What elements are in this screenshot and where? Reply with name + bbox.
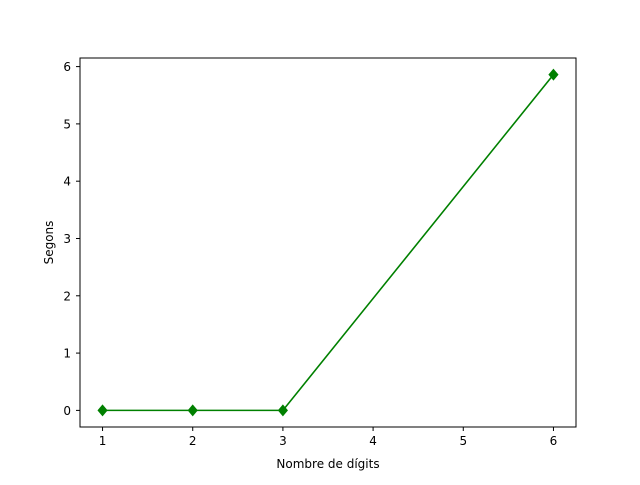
y-tick-label: 2 (63, 289, 71, 303)
data-point-marker (97, 404, 108, 417)
plot-layer (97, 68, 559, 417)
series-line (102, 74, 555, 412)
x-tick-label: 6 (550, 434, 558, 448)
data-point-marker (548, 68, 559, 81)
x-tick-label: 3 (279, 434, 287, 448)
y-axis-label: Segons (42, 221, 56, 265)
y-tick-label: 4 (63, 175, 71, 189)
y-tick-label: 5 (63, 117, 71, 131)
ticks-layer: 1 2 3 4 5 6 0 1 2 3 4 5 6 (63, 60, 557, 448)
x-tick-label: 2 (189, 434, 197, 448)
x-tick-label: 1 (99, 434, 107, 448)
y-tick-label: 0 (63, 404, 71, 418)
y-tick-label: 6 (63, 60, 71, 74)
y-tick-label: 1 (63, 347, 71, 361)
data-point-marker (187, 404, 198, 417)
plot-frame (79, 57, 577, 428)
data-point-marker (277, 404, 288, 417)
x-axis-label: Nombre de dígits (276, 457, 379, 471)
x-tick-label: 5 (459, 434, 467, 448)
y-tick-label: 3 (63, 232, 71, 246)
x-tick-label: 4 (369, 434, 377, 448)
